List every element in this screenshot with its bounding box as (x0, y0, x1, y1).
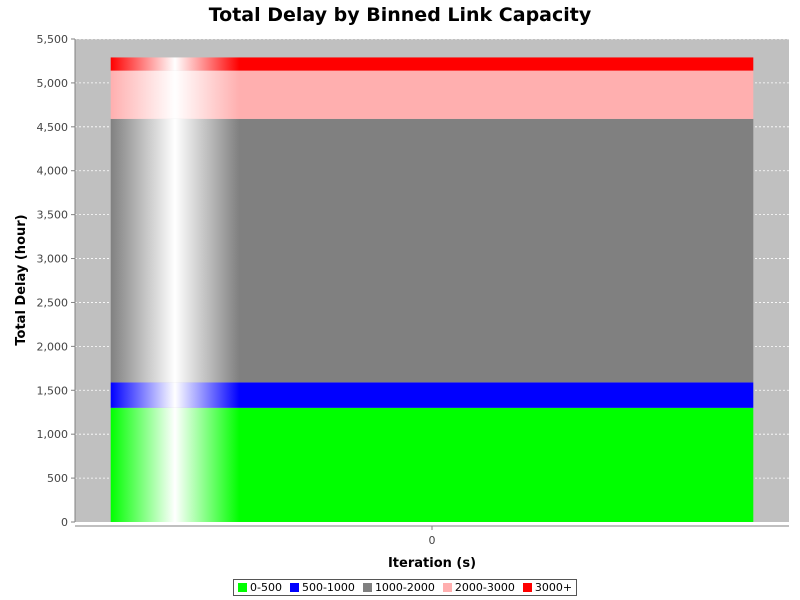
y-tick-label: 4,500 (37, 121, 69, 134)
legend-label: 500-1000 (301, 581, 355, 594)
legend-swatch (289, 583, 299, 592)
legend-label: 0-500 (250, 581, 282, 594)
legend-item: 0-500 (238, 581, 282, 594)
legend-label: 1000-2000 (374, 581, 435, 594)
y-tick-label: 5,500 (37, 33, 69, 46)
axes: 0 500 1,000 1,500 2,000 2,500 3,000 3,500 4,000 4… (37, 33, 789, 547)
legend-swatch (362, 583, 372, 592)
y-tick-label: 2,000 (37, 340, 69, 353)
y-tick-label: 0 (61, 516, 68, 529)
bars (110, 57, 754, 522)
y-axis-label: Total Delay (hour) (14, 214, 29, 345)
x-tick-label: 0 (429, 534, 436, 547)
legend-swatch (442, 583, 452, 592)
y-tick-label: 1,000 (37, 428, 69, 441)
bar-segment-500-1000 (110, 382, 754, 408)
bar-segment-0-500 (110, 407, 754, 522)
y-tick-label: 3,500 (37, 209, 69, 222)
legend-label: 2000-3000 (454, 581, 515, 594)
legend-item: 1000-2000 (362, 581, 435, 594)
y-tick-label: 500 (47, 472, 68, 485)
legend-item: 3000+ (522, 581, 573, 594)
chart-title: Total Delay by Binned Link Capacity (208, 4, 592, 26)
y-tick-label: 5,000 (37, 77, 69, 90)
bar-segment-3000+ (110, 57, 754, 71)
legend-item: 500-1000 (289, 581, 355, 594)
bar-segment-1000-2000 (110, 118, 754, 383)
legend: 0-500 500-1000 1000-2000 2000-3000 3000+ (233, 579, 578, 596)
x-axis-label: Iteration (s) (388, 556, 476, 571)
y-tick-label: 4,000 (37, 165, 69, 178)
legend-item: 2000-3000 (442, 581, 515, 594)
y-tick-label: 2,500 (37, 296, 69, 309)
legend-swatch (522, 583, 532, 592)
legend-swatch (238, 583, 247, 592)
y-tick-label: 1,500 (37, 384, 69, 397)
legend-label: 3000+ (534, 581, 573, 594)
y-tick-label: 3,000 (37, 253, 69, 266)
bar-segment-2000-3000 (110, 70, 754, 119)
